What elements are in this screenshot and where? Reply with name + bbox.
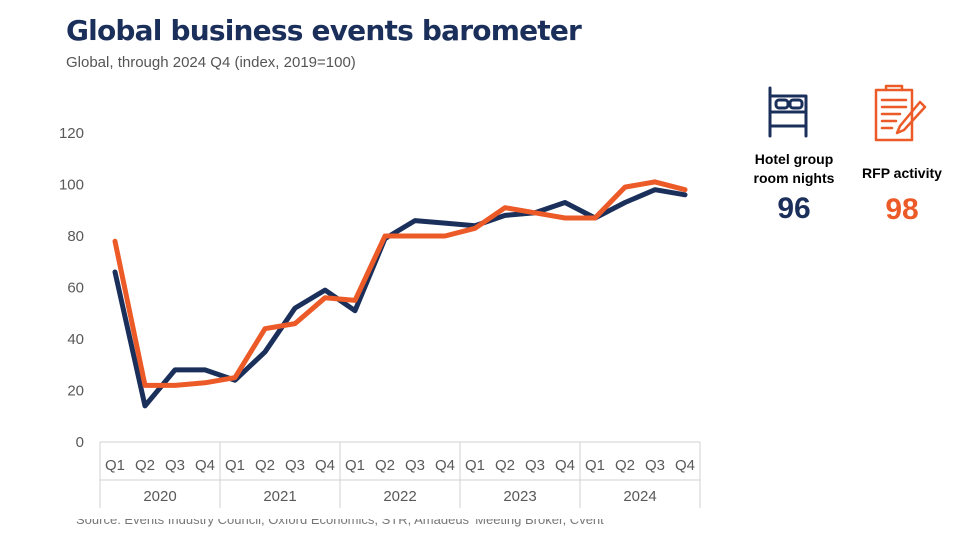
x-tick-label-quarter: Q4 <box>555 457 575 474</box>
x-tick-label-year: 2020 <box>143 488 176 505</box>
x-tick-label-quarter: Q2 <box>135 457 155 474</box>
x-tick-label-quarter: Q1 <box>585 457 605 474</box>
x-tick-label-quarter: Q4 <box>195 457 215 474</box>
x-tick-label-quarter: Q4 <box>675 457 695 474</box>
x-tick-label-quarter: Q3 <box>645 457 665 474</box>
kpi-hotel-group: Hotel group room nights 96 <box>742 150 846 226</box>
series-line-rfp-activity <box>112 179 688 388</box>
x-tick-label-year: 2023 <box>503 488 536 505</box>
kpi-rfp-activity: RFP activity 98 <box>852 164 952 227</box>
x-tick-label-quarter: Q4 <box>435 457 455 474</box>
x-tick-label-quarter: Q2 <box>255 457 275 474</box>
kpi-hotel-label-line1: Hotel group <box>754 151 834 167</box>
kpi-rfp-value: 98 <box>885 193 919 226</box>
x-tick-label-quarter: Q2 <box>495 457 515 474</box>
x-tick-label-quarter: Q3 <box>525 457 545 474</box>
x-tick-label-quarter: Q1 <box>225 457 245 474</box>
kpi-hotel-label-line2: room nights <box>753 170 835 186</box>
kpi-hotel-value: 96 <box>777 192 811 225</box>
x-tick-label-quarter: Q3 <box>405 457 425 474</box>
document-pen-icon <box>874 84 927 142</box>
x-tick-label-year: 2022 <box>383 488 416 505</box>
x-tick-label-quarter: Q1 <box>465 457 485 474</box>
x-tick-label-quarter: Q1 <box>345 457 365 474</box>
kpi-rfp-label: RFP activity <box>862 165 942 181</box>
y-tick-label: 120 <box>59 125 84 142</box>
source-note: Source: Events Industry Council, Oxford … <box>76 512 604 527</box>
chart-subtitle: Global, through 2024 Q4 (index, 2019=100… <box>66 54 356 71</box>
chart-title: Global business events barometer <box>66 14 582 47</box>
y-tick-label: 80 <box>67 228 84 245</box>
y-tick-label: 40 <box>67 331 84 348</box>
y-tick-label: 0 <box>76 434 84 451</box>
y-tick-label: 100 <box>59 177 84 194</box>
x-tick-label-year: 2021 <box>263 488 296 505</box>
x-tick-label-quarter: Q1 <box>105 457 125 474</box>
x-tick-label-quarter: Q3 <box>285 457 305 474</box>
x-tick-label-quarter: Q2 <box>615 457 635 474</box>
x-tick-label-quarter: Q3 <box>165 457 185 474</box>
x-tick-label-year: 2024 <box>623 488 656 505</box>
x-tick-label-quarter: Q4 <box>315 457 335 474</box>
series-line-hotel-room-nights <box>112 187 688 409</box>
y-tick-label: 20 <box>67 383 84 400</box>
y-tick-label: 60 <box>67 280 84 297</box>
bed-icon <box>768 86 808 138</box>
x-tick-label-quarter: Q2 <box>375 457 395 474</box>
